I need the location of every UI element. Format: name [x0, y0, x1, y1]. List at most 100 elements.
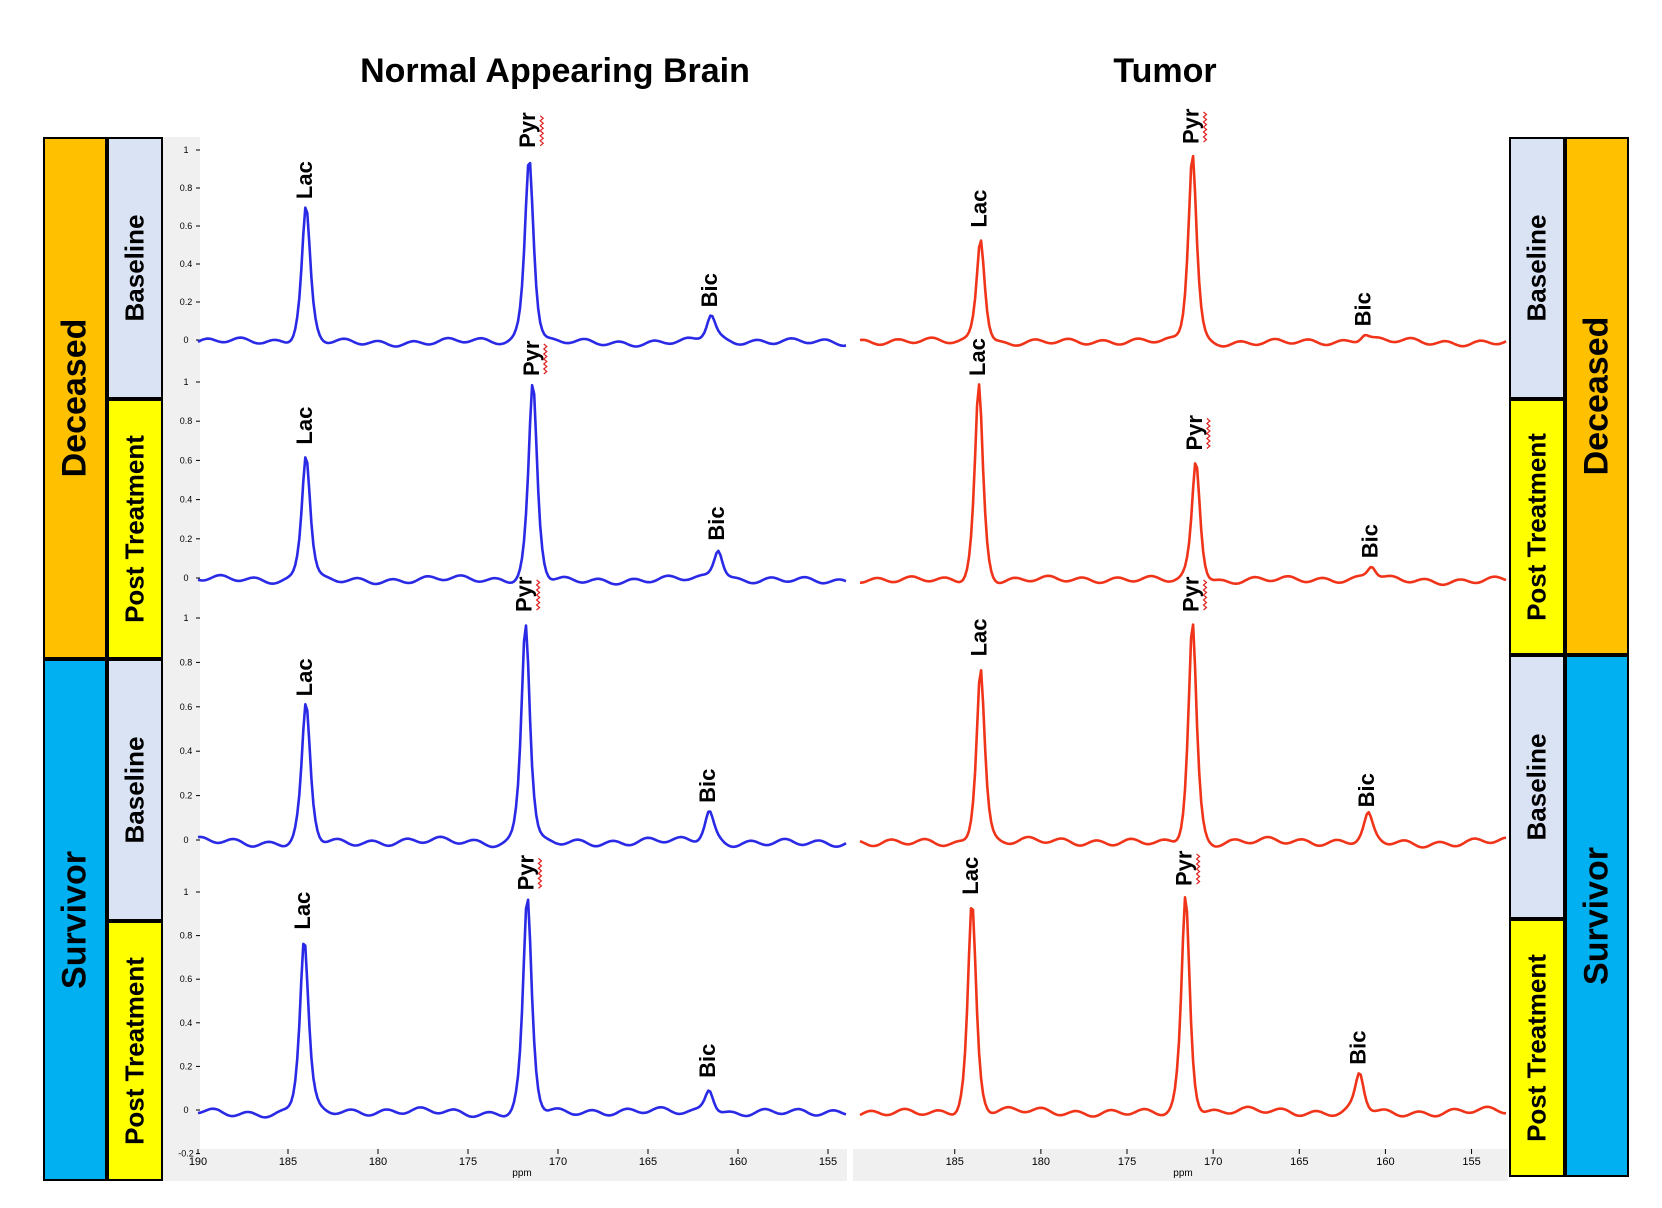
spectrum-line-brain-3: [197, 624, 847, 849]
peak-label-bic: Bic: [1358, 524, 1383, 558]
spell-underline: [1205, 418, 1211, 449]
spectrum-line-brain-4: [197, 898, 847, 1119]
baseline-text: Baseline: [1521, 214, 1552, 322]
peak-label-pyr: Pyr: [1178, 576, 1203, 612]
y-tick-label: 0.2: [180, 297, 193, 307]
spectrum-line-tumor-2: [859, 383, 1507, 587]
x-tick-label: 185: [946, 1156, 964, 1168]
spell-underline: [1202, 111, 1208, 143]
y-tick-label: 1: [183, 145, 188, 155]
peak-label-bic: Bic: [695, 1044, 720, 1078]
x-tick-label: 170: [1204, 1156, 1222, 1168]
x-tick-label: 180: [369, 1156, 387, 1168]
peak-label-lac: Lac: [967, 190, 992, 228]
x-tick-label: 175: [459, 1156, 477, 1168]
spectrum-line-brain-1: [197, 161, 847, 348]
x-axis-label: ppm: [1173, 1168, 1192, 1179]
y-tick-label: 0.2: [180, 534, 193, 544]
condition-label-baseline-1-left: Baseline: [107, 137, 163, 399]
bottom-axis-panel: [163, 1149, 1508, 1181]
y-tick-label: 0.8: [180, 931, 193, 941]
y-tick-label: 0: [183, 573, 188, 583]
peak-label-bic: Bic: [704, 506, 729, 540]
y-tick-label: 0.4: [180, 259, 193, 269]
spell-underline: [535, 579, 541, 611]
baseline-text: Baseline: [1521, 733, 1552, 841]
spectrum-line-tumor-4: [859, 896, 1507, 1118]
peak-label-pyr: Pyr: [1178, 108, 1203, 144]
baseline-text: Baseline: [119, 736, 150, 844]
deceased-text-right: Deceased: [1577, 316, 1616, 476]
peak-label-lac: Lac: [958, 857, 983, 895]
left-axis-panel: [163, 137, 200, 1181]
condition-label-post-1-right: Post Treatment: [1509, 399, 1565, 655]
peak-label-bic: Bic: [697, 273, 722, 307]
group-label-deceased-right: Deceased: [1565, 137, 1629, 655]
spell-underline: [542, 343, 548, 375]
y-tick-label: 0.4: [180, 495, 193, 505]
title-normal-brain: Normal Appearing Brain: [360, 52, 750, 90]
y-tick-label: 0.6: [180, 221, 193, 231]
peak-label-bic: Bic: [1346, 1031, 1371, 1065]
survivor-text-left: Survivor: [55, 851, 94, 989]
y-tick-label: 0.6: [180, 974, 193, 984]
post-treatment-text: Post Treatment: [1521, 954, 1552, 1142]
x-tick-label: 175: [1118, 1156, 1136, 1168]
group-label-survivor-right: Survivor: [1565, 655, 1629, 1177]
y-tick-label: -0.2: [178, 1149, 194, 1159]
spectrum-line-tumor-3: [859, 623, 1507, 849]
x-tick-label: 185: [279, 1156, 297, 1168]
spell-underline: [1202, 579, 1208, 611]
y-tick-label: 0.4: [180, 1018, 193, 1028]
y-tick-label: 0: [183, 1105, 188, 1115]
x-tick-label: 155: [819, 1156, 837, 1168]
baseline-text: Baseline: [119, 214, 150, 322]
y-tick-label: 0.6: [180, 455, 193, 465]
y-tick-label: 0.2: [180, 1061, 193, 1071]
post-treatment-text: Post Treatment: [119, 957, 150, 1145]
peak-label-pyr: Pyr: [1172, 850, 1197, 886]
peak-label-lac: Lac: [965, 338, 990, 376]
spectrum-line-tumor-1: [859, 154, 1507, 348]
spectrum-line-brain-2: [197, 383, 847, 586]
spell-underline: [539, 115, 545, 147]
spell-underline: [1195, 853, 1201, 885]
x-tick-label: 165: [1290, 1156, 1308, 1168]
x-tick-label: 155: [1462, 1156, 1480, 1168]
post-treatment-text: Post Treatment: [1521, 433, 1552, 621]
spell-underline: [537, 857, 543, 889]
peak-label-bic: Bic: [1351, 292, 1376, 326]
title-tumor: Tumor: [1113, 52, 1217, 90]
group-label-deceased-left: Deceased: [43, 137, 107, 659]
group-label-survivor-left: Survivor: [43, 659, 107, 1181]
y-tick-label: 1: [183, 887, 188, 897]
peak-label-lac: Lac: [290, 892, 315, 930]
y-tick-label: 1: [183, 613, 188, 623]
y-tick-label: 0: [183, 835, 188, 845]
x-tick-label: 180: [1032, 1156, 1050, 1168]
x-tick-label: 170: [549, 1156, 567, 1168]
condition-label-baseline-2-right: Baseline: [1509, 655, 1565, 919]
y-tick-label: 0.8: [180, 183, 193, 193]
peak-label-pyr: Pyr: [515, 112, 540, 148]
peak-label-lac: Lac: [292, 161, 317, 199]
x-axis-label: ppm: [512, 1168, 531, 1179]
x-tick-label: 165: [639, 1156, 657, 1168]
peak-label-bic: Bic: [1354, 773, 1379, 807]
x-tick-label: 190: [189, 1156, 207, 1168]
y-tick-label: 0.8: [180, 657, 193, 667]
peak-label-lac: Lac: [292, 658, 317, 696]
x-tick-label: 160: [1376, 1156, 1394, 1168]
y-tick-label: 0: [183, 335, 188, 345]
y-tick-label: 0.4: [180, 746, 193, 756]
y-tick-label: 0.2: [180, 791, 193, 801]
condition-label-baseline-1-right: Baseline: [1509, 137, 1565, 399]
survivor-text-right: Survivor: [1577, 847, 1616, 985]
peak-label-lac: Lac: [292, 407, 317, 445]
peak-label-pyr: Pyr: [1182, 415, 1207, 451]
y-tick-label: 0.8: [180, 416, 193, 426]
peak-label-pyr: Pyr: [512, 576, 537, 612]
peak-label-pyr: Pyr: [519, 340, 544, 376]
condition-label-baseline-2-left: Baseline: [107, 659, 163, 921]
